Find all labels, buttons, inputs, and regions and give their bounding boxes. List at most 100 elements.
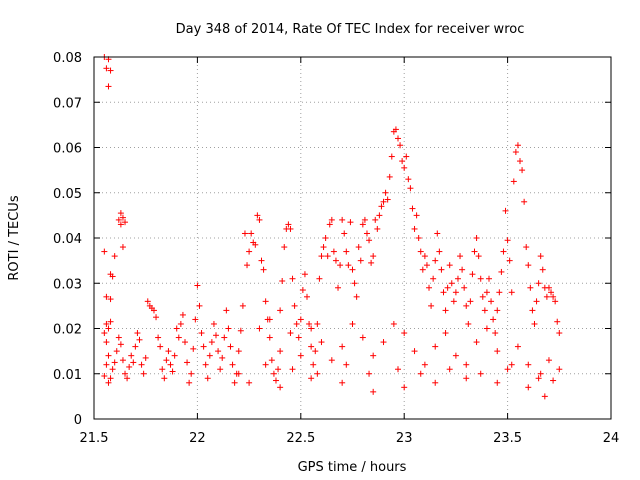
data-point <box>314 370 321 377</box>
data-point <box>277 348 284 355</box>
data-point <box>128 352 135 359</box>
data-point <box>258 257 265 264</box>
data-point <box>105 83 112 90</box>
data-point <box>494 379 501 386</box>
data-point <box>419 266 426 273</box>
data-point <box>297 316 304 323</box>
data-point <box>473 339 480 346</box>
data-point <box>101 330 108 337</box>
data-point <box>343 361 350 368</box>
data-point <box>394 135 401 142</box>
data-point <box>488 298 495 305</box>
data-point <box>103 320 110 327</box>
data-point <box>417 370 424 377</box>
data-point <box>448 280 455 287</box>
x-tick-label: 22.5 <box>286 431 315 446</box>
data-point <box>196 302 203 309</box>
data-point <box>312 348 319 355</box>
data-point <box>392 126 399 133</box>
data-point <box>316 275 323 282</box>
data-point <box>380 339 387 346</box>
data-point <box>301 271 308 278</box>
data-point <box>432 257 439 264</box>
data-point <box>556 366 563 373</box>
data-point <box>281 244 288 251</box>
data-point <box>535 375 542 382</box>
data-point <box>103 361 110 368</box>
x-tick-label: 21.5 <box>80 431 109 446</box>
data-point <box>297 352 304 359</box>
data-point <box>231 379 238 386</box>
data-point <box>428 302 435 309</box>
y-tick-label: 0.03 <box>53 277 82 292</box>
data-point <box>115 216 122 223</box>
data-point <box>390 320 397 327</box>
data-point <box>122 370 129 377</box>
data-point <box>124 375 131 382</box>
x-tick-label: 24 <box>603 431 620 446</box>
data-point <box>248 230 255 237</box>
data-point <box>432 343 439 350</box>
data-point <box>173 325 180 332</box>
data-point <box>266 334 273 341</box>
x-tick-labels: 21.5 22 22.5 23 23.5 24 <box>80 431 620 446</box>
data-point <box>506 257 513 264</box>
data-point <box>119 244 126 251</box>
data-point <box>361 216 368 223</box>
data-point <box>368 259 375 266</box>
data-point <box>270 370 277 377</box>
data-point <box>514 343 521 350</box>
data-point <box>473 235 480 241</box>
data-point <box>341 230 348 237</box>
data-point <box>430 275 437 282</box>
data-point <box>126 363 133 370</box>
data-point <box>508 361 515 368</box>
chart-title: Day 348 of 2014, Rate Of TEC Index for r… <box>176 22 525 37</box>
data-point <box>421 253 428 260</box>
data-point <box>517 158 524 165</box>
data-point <box>366 237 373 244</box>
data-point <box>481 307 488 314</box>
data-point <box>442 307 449 314</box>
data-point <box>277 384 284 391</box>
data-point <box>150 307 157 314</box>
data-point <box>438 266 445 273</box>
data-point <box>246 248 253 255</box>
data-point <box>107 318 114 325</box>
data-point <box>545 357 552 364</box>
data-point <box>186 379 193 386</box>
data-point <box>523 244 530 251</box>
data-point <box>223 307 230 314</box>
data-point <box>444 284 451 291</box>
data-point <box>117 341 124 348</box>
data-point <box>384 196 391 203</box>
data-point <box>483 325 490 332</box>
data-point <box>386 173 393 180</box>
data-point <box>330 248 337 255</box>
data-point <box>322 235 329 241</box>
y-tick-label: 0.08 <box>53 51 82 66</box>
data-point <box>407 185 414 192</box>
data-point <box>359 221 366 228</box>
data-point <box>525 361 532 368</box>
data-point <box>485 275 492 282</box>
data-point <box>477 275 484 282</box>
data-point <box>227 343 234 350</box>
data-point <box>343 248 350 255</box>
data-point <box>138 361 145 368</box>
data-point <box>235 348 242 355</box>
data-point <box>159 366 166 373</box>
data-point <box>272 377 279 384</box>
data-point <box>328 357 335 364</box>
x-tick-label: 22 <box>189 431 206 446</box>
data-point <box>415 235 422 241</box>
data-point <box>293 320 300 327</box>
data-point <box>353 293 360 300</box>
data-point <box>399 158 406 165</box>
data-point <box>426 284 433 291</box>
data-point <box>113 348 120 355</box>
data-point <box>539 266 546 273</box>
data-point <box>192 316 199 323</box>
data-point <box>436 248 443 255</box>
y-tick-label: 0.07 <box>53 96 82 111</box>
